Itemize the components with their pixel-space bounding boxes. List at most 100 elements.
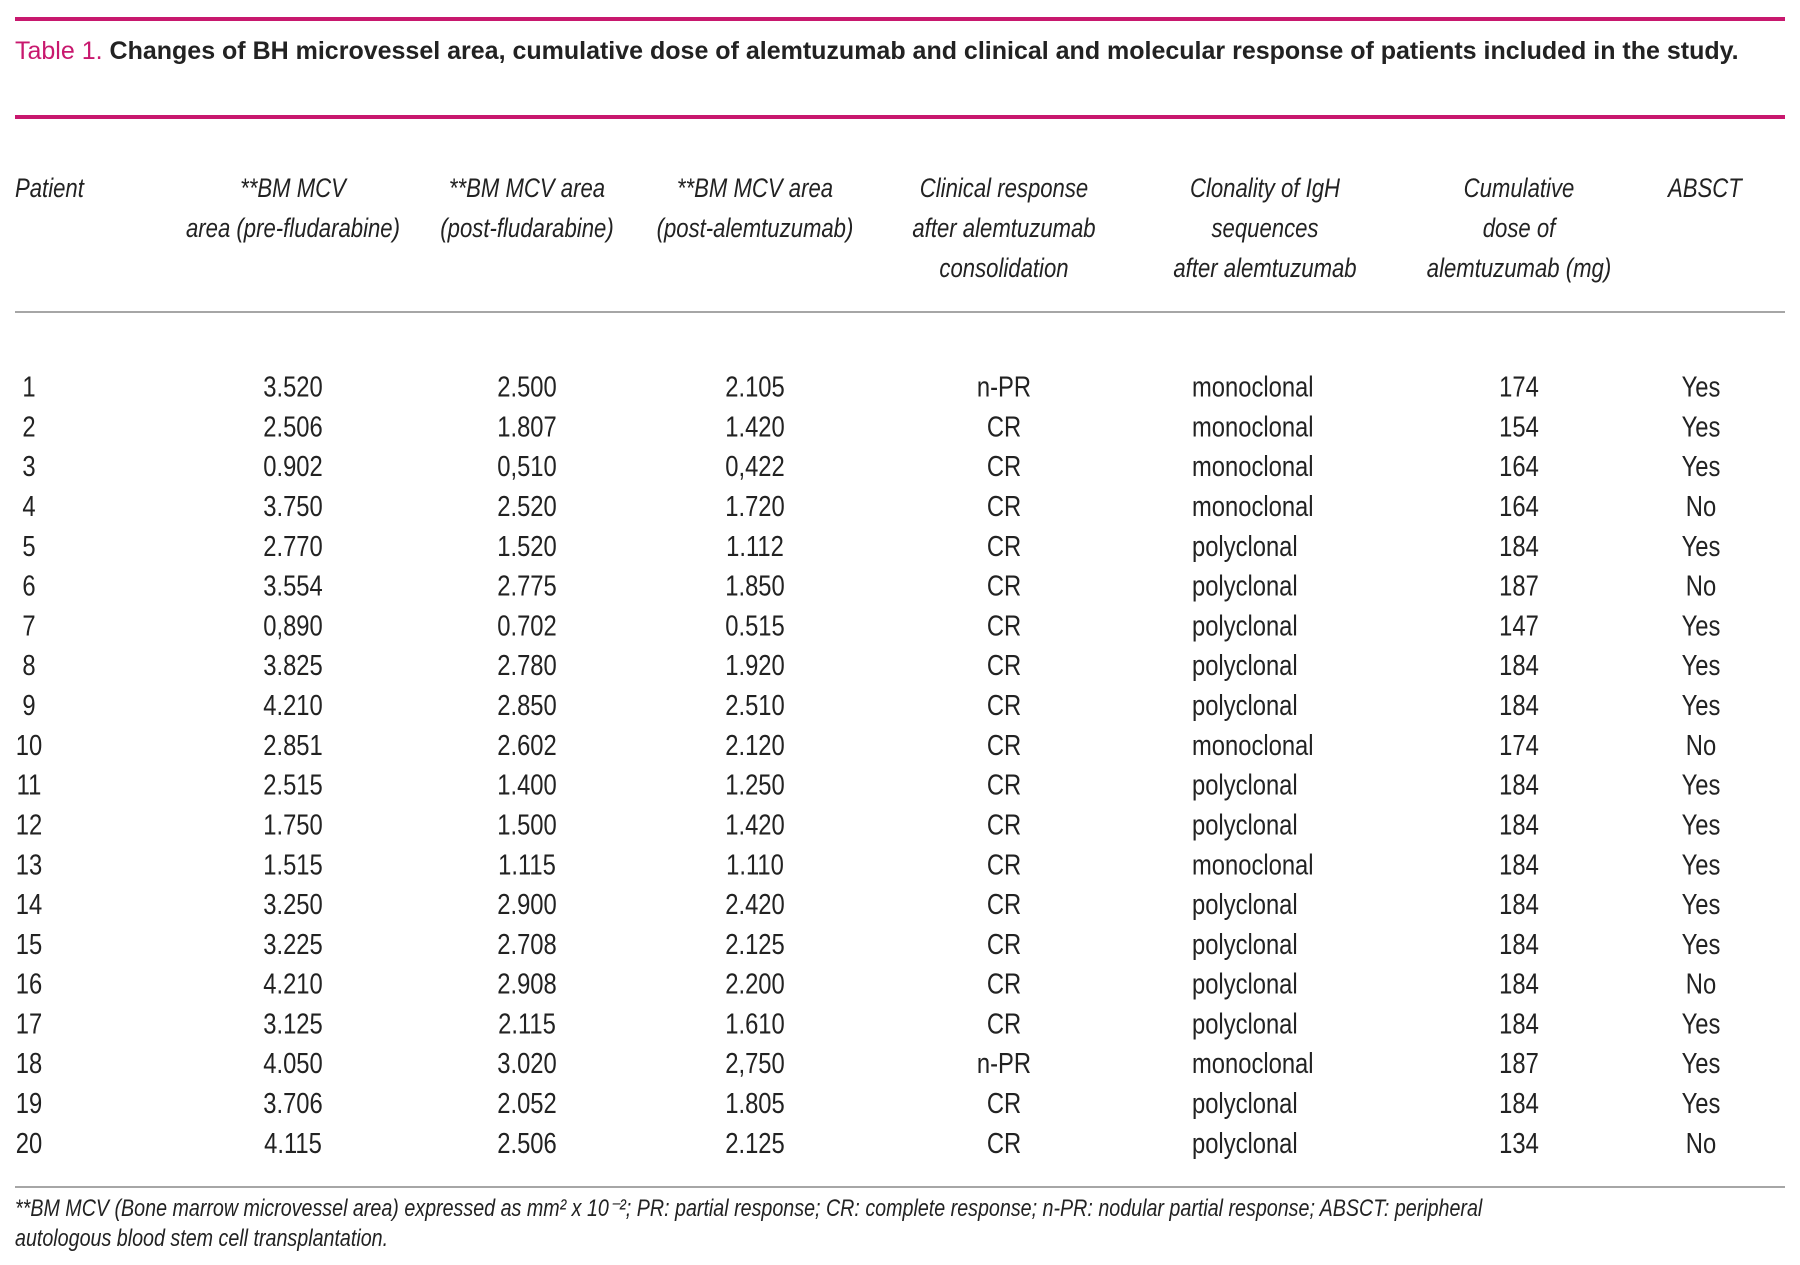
table-cell: CR — [987, 848, 1021, 881]
table-cell: 184 — [1499, 689, 1539, 722]
table-cell: polyclonal — [1192, 967, 1298, 1000]
table-cell: No — [1686, 1127, 1716, 1160]
table-cell: 3.750 — [263, 490, 322, 523]
table-cell: 2.708 — [497, 928, 556, 961]
table-cell: monoclonal — [1192, 1047, 1314, 1080]
table-cell: 19 — [16, 1087, 42, 1120]
column-header: Clonality of IgH — [1190, 174, 1340, 204]
table-cell: monoclonal — [1192, 848, 1314, 881]
table-body: Patient **BM MCV area (pre-fludarabine) **B… — [15, 174, 1743, 1159]
table-cell: Yes — [1682, 450, 1721, 483]
table-cell: 2 — [22, 410, 35, 443]
table-cell: 2.900 — [497, 888, 556, 921]
table-cell: monoclonal — [1192, 410, 1314, 443]
footnote: **BM MCV (Bone marrow microvessel area) … — [15, 1195, 1483, 1252]
table-cell: 3.554 — [263, 569, 322, 602]
table-cell: No — [1686, 569, 1716, 602]
table-cell: 1 — [22, 370, 35, 403]
table-cell: 1.805 — [725, 1087, 784, 1120]
table-cell: 184 — [1499, 928, 1539, 961]
table-cell: polyclonal — [1192, 808, 1298, 841]
table-cell: 3.020 — [497, 1047, 556, 1080]
table-cell: CR — [987, 928, 1021, 961]
caption-text: Changes of BH microvessel area, cumulati… — [109, 37, 1739, 65]
table-cell: Yes — [1682, 649, 1721, 682]
table-cell: CR — [987, 729, 1021, 762]
table-cell: CR — [987, 808, 1021, 841]
table-cell: 2.125 — [725, 928, 784, 961]
table-cell: 9 — [22, 689, 35, 722]
table-cell: 174 — [1499, 729, 1539, 762]
table-cell: Yes — [1682, 1087, 1721, 1120]
column-header: area (pre-fludarabine) — [186, 214, 400, 244]
table-cell: No — [1686, 490, 1716, 523]
table-cell: n-PR — [977, 370, 1031, 403]
table-cell: CR — [987, 768, 1021, 801]
table-cell: Yes — [1682, 928, 1721, 961]
table-cell: 4.115 — [264, 1127, 322, 1160]
table-cell: 2.602 — [497, 729, 556, 762]
table-cell: 1.520 — [497, 530, 556, 563]
table-cell: 2.105 — [725, 370, 784, 403]
table-cell: No — [1686, 729, 1716, 762]
table-cell: 2,750 — [725, 1047, 784, 1080]
table-cell: 8 — [22, 649, 35, 682]
table-cell: Yes — [1682, 609, 1721, 642]
table-cell: 2.770 — [263, 530, 322, 563]
column-header: (post-alemtuzumab) — [657, 214, 854, 244]
table-cell: 3.250 — [263, 888, 322, 921]
table-cell: 184 — [1499, 530, 1539, 563]
table-cell: polyclonal — [1192, 1087, 1298, 1120]
table-cell: monoclonal — [1192, 729, 1314, 762]
table-cell: 187 — [1499, 569, 1539, 602]
table-cell: 0.702 — [497, 609, 556, 642]
table-cell: 0.902 — [263, 450, 322, 483]
table-cell: 6 — [22, 569, 35, 602]
table-cell: CR — [987, 649, 1021, 682]
table-cell: 174 — [1499, 370, 1539, 403]
table-cell: 2.851 — [263, 729, 322, 762]
column-header: Clinical response — [920, 174, 1088, 204]
table-cell: 4.210 — [263, 967, 322, 1000]
table-cell: 2.052 — [497, 1087, 556, 1120]
table-cell: 2.908 — [497, 967, 556, 1000]
table-cell: 2.200 — [725, 967, 784, 1000]
table-cell: polyclonal — [1192, 1007, 1298, 1040]
caption-rule — [15, 115, 1785, 119]
table-cell: 4.050 — [263, 1047, 322, 1080]
table-cell: 1.115 — [498, 848, 556, 881]
table-cell: polyclonal — [1192, 569, 1298, 602]
column-header: **BM MCV area — [677, 174, 833, 204]
table-cell: monoclonal — [1192, 490, 1314, 523]
table-cell: 2.120 — [725, 729, 784, 762]
table-cell: 12 — [16, 808, 42, 841]
column-header: after alemtuzumab — [1173, 254, 1356, 284]
table-cell: CR — [987, 689, 1021, 722]
table-cell: 11 — [17, 768, 42, 801]
table-cell: 2.850 — [497, 689, 556, 722]
table-cell: CR — [987, 530, 1021, 563]
table-cell: 2.780 — [497, 649, 556, 682]
table-cell: 184 — [1499, 649, 1539, 682]
caption: Table 1. Changes of BH microvessel area,… — [15, 36, 1790, 67]
table-cell: 2.125 — [725, 1127, 784, 1160]
table-cell: CR — [987, 450, 1021, 483]
table-cell: Yes — [1682, 1007, 1721, 1040]
column-header: after alemtuzumab — [912, 214, 1095, 244]
table-cell: Yes — [1682, 410, 1721, 443]
table-cell: Yes — [1682, 1047, 1721, 1080]
table-cell: polyclonal — [1192, 768, 1298, 801]
table-cell: Yes — [1682, 370, 1721, 403]
column-header: Cumulative — [1464, 174, 1575, 204]
table-cell: 184 — [1499, 768, 1539, 801]
table-cell: Yes — [1682, 689, 1721, 722]
table-cell: 1.500 — [497, 808, 556, 841]
table-cell: 2.115 — [498, 1007, 556, 1040]
table-cell: 17 — [16, 1007, 42, 1040]
table-cell: 0,510 — [497, 450, 556, 483]
table-cell: 3.520 — [263, 370, 322, 403]
table-cell: 3.125 — [263, 1007, 322, 1040]
table-cell: 184 — [1499, 808, 1539, 841]
table-cell: 1.515 — [263, 848, 322, 881]
table-cell: monoclonal — [1192, 370, 1314, 403]
